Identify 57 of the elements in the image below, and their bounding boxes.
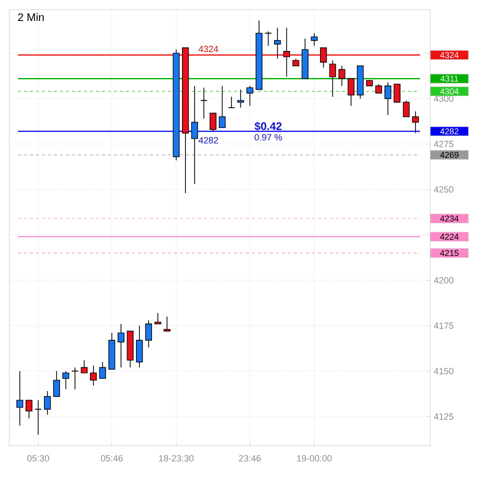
y-tick-label: 4275 (434, 140, 454, 148)
candlestick (44, 390, 51, 416)
candlestick (375, 84, 382, 94)
candlestick (136, 325, 143, 368)
y-tick-label: 4175 (434, 322, 454, 329)
candlestick (246, 85, 254, 106)
candlestick (402, 100, 410, 118)
candlestick (264, 30, 272, 46)
ref-line-label: 4224 (440, 234, 459, 240)
candlestick (62, 370, 70, 390)
candlestick (90, 365, 97, 386)
candlestick (145, 320, 152, 348)
chart-title: 2 Min (18, 13, 44, 21)
annotation: 0.97 % (254, 134, 282, 140)
candlestick (200, 87, 208, 119)
candlestick (338, 66, 346, 86)
candlestick (329, 60, 336, 98)
candlestick (348, 78, 354, 106)
ref-line-label: 4324 (440, 52, 459, 58)
x-tick-label: 19-00:00 (297, 455, 332, 462)
candlestick (218, 85, 226, 128)
candlestick (80, 360, 88, 374)
x-tick-label: 05:30 (27, 455, 50, 462)
ref-line-label: 4215 (440, 250, 459, 256)
x-tick-label: 05:46 (100, 455, 123, 462)
candlestick (118, 323, 124, 368)
candlestick (164, 316, 170, 332)
ref-line-label: 4311 (440, 76, 458, 82)
candlestick (99, 362, 106, 379)
candlestick (237, 89, 244, 108)
candlestick (71, 367, 79, 390)
annotation: $0.42 (254, 122, 282, 131)
x-tick-label: 18-23:30 (159, 455, 194, 462)
candlestick (228, 96, 236, 108)
y-tick-label: 4200 (434, 277, 454, 284)
y-tick-label: 4300 (434, 95, 454, 102)
candlestick (53, 370, 60, 397)
x-tick-label: 23:46 (239, 455, 261, 462)
y-tick-label: 4125 (434, 413, 454, 420)
candlestick (310, 32, 318, 46)
y-tick-label: 4250 (434, 186, 454, 193)
candlestick (274, 27, 281, 60)
candlestick (191, 85, 198, 184)
annotation: 4282 (198, 137, 218, 144)
candlestick (26, 400, 32, 419)
candlestick (16, 370, 24, 426)
candlestick (154, 312, 162, 324)
ref-line-label: 4234 (440, 215, 459, 222)
ref-line-label: 4269 (440, 152, 458, 158)
candlestick (394, 84, 400, 103)
ref-line-label: 4304 (440, 88, 459, 94)
candlestick (384, 82, 392, 116)
annotation: 4324 (198, 46, 218, 52)
candlestick (412, 110, 419, 134)
y-tick-label: 4150 (434, 368, 454, 374)
candlestick (210, 112, 216, 132)
ref-line-label: 4282 (440, 128, 458, 134)
